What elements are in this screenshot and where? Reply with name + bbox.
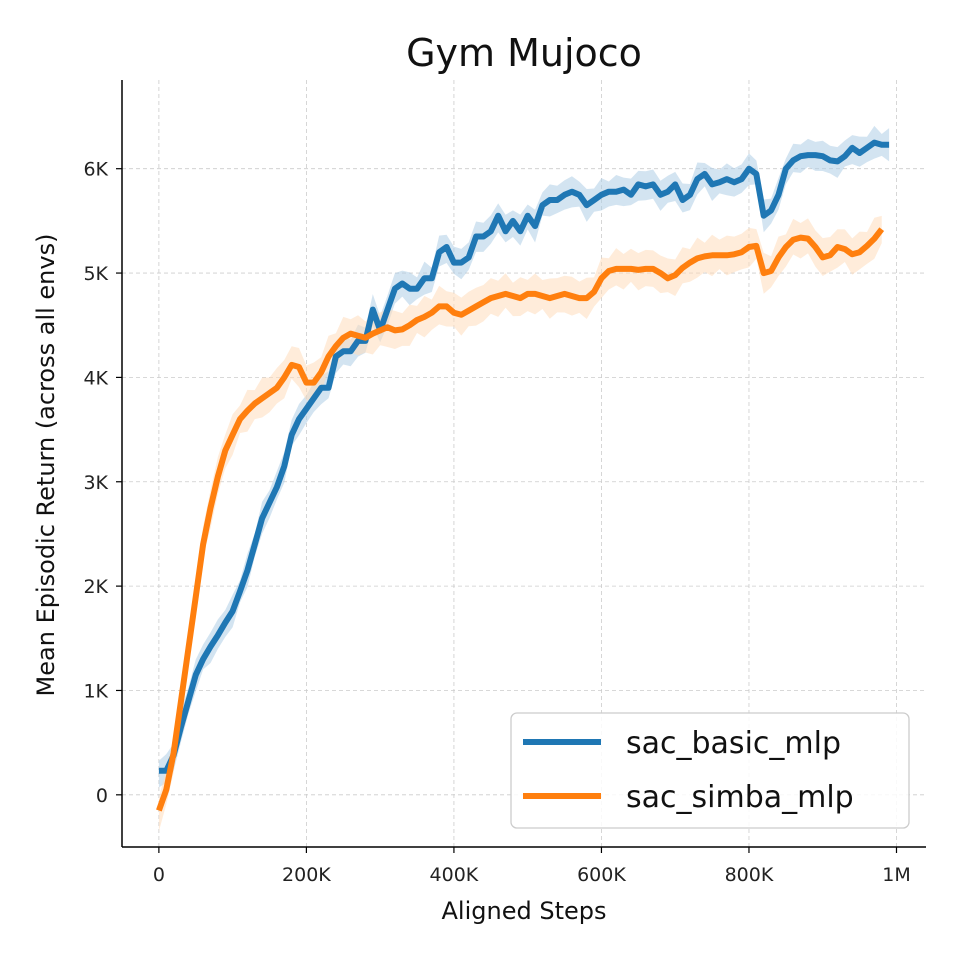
x-tick-label: 200K — [282, 864, 331, 886]
series-line-sac-simba-mlp — [156, 227, 885, 812]
series-line-sac-basic-mlp — [158, 139, 890, 774]
y-tick-label: 5K — [83, 263, 108, 285]
y-tick-label: 2K — [83, 576, 108, 598]
legend-label-sac-simba-mlp: sac_simba_mlp — [626, 780, 854, 815]
y-tick-label: 6K — [83, 159, 108, 181]
x-tick-label: 600K — [577, 864, 626, 886]
x-tick-label: 400K — [430, 864, 479, 886]
y-tick-label: 4K — [83, 367, 108, 389]
x-tick-label: 1M — [882, 864, 910, 886]
x-tick-label: 0 — [153, 864, 165, 886]
y-axis-title: Mean Episodic Return (across all envs) — [32, 234, 60, 697]
ticks: 0 200K 400K 600K 800K 1M 0 1K 2K 3K 4K 5K 6K — [83, 159, 910, 886]
y-tick-label: 1K — [83, 680, 108, 702]
legend-box — [510, 712, 910, 829]
series-lines — [156, 139, 890, 812]
x-tick-label: 800K — [725, 864, 774, 886]
legend: sac_basic_mlp sac_simba_mlp — [510, 712, 910, 829]
axes — [121, 80, 926, 848]
y-tick-label: 0 — [96, 785, 108, 807]
chart-title: Gym Mujoco — [406, 31, 642, 75]
y-tick-label: 3K — [83, 472, 108, 494]
x-axis-title: Aligned Steps — [442, 897, 607, 925]
legend-label-sac-basic-mlp: sac_basic_mlp — [626, 726, 841, 761]
